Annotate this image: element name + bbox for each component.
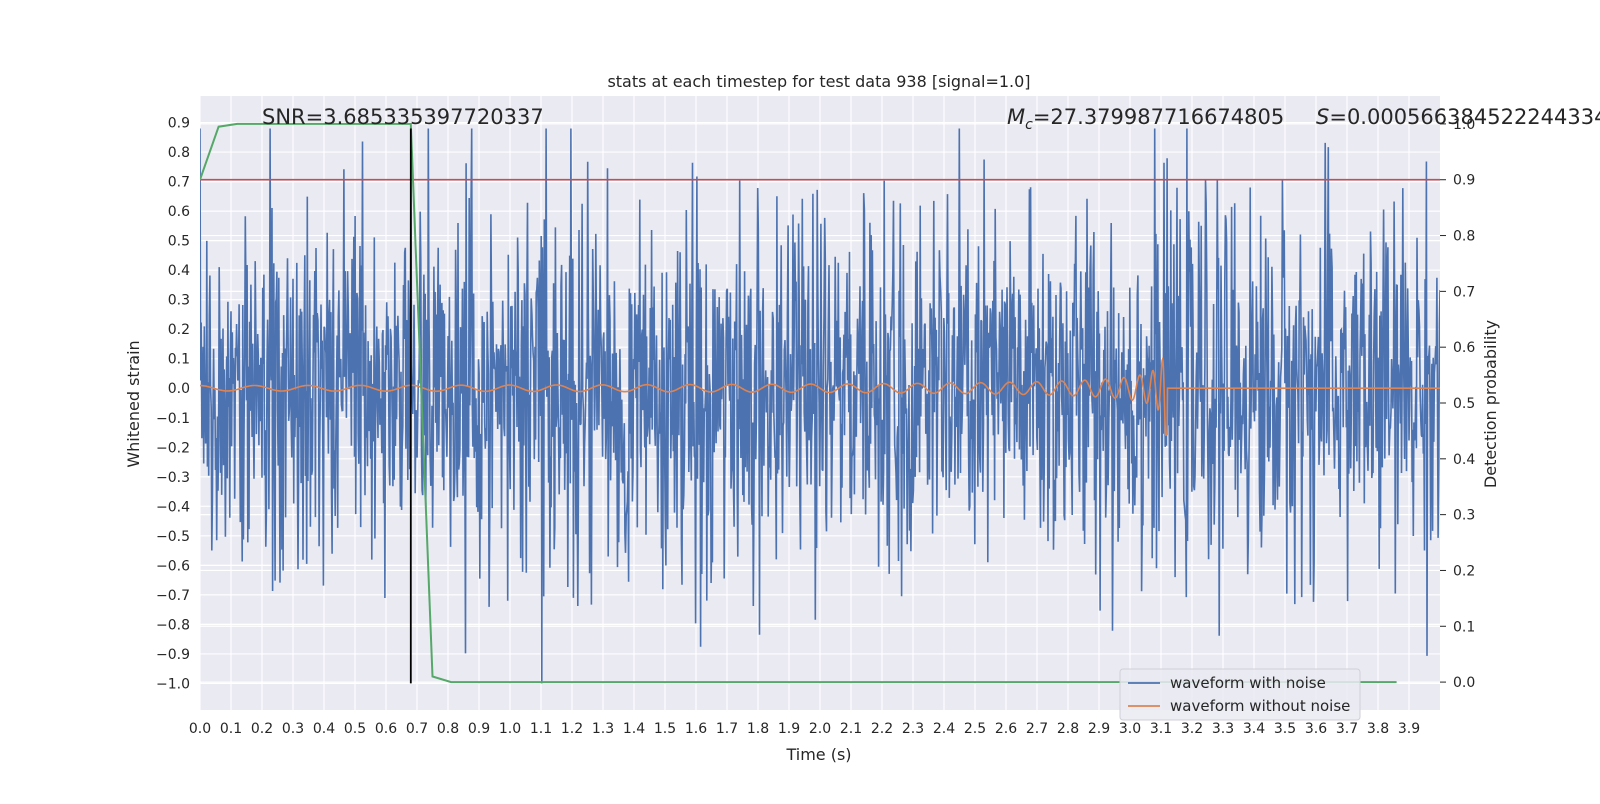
x-tick-label: 0.6 [375, 721, 397, 737]
x-tick-labels: 0.0 0.1 0.2 0.3 0.4 0.5 0.6 0.7 0.8 0.9 1.0 1.1 1.2 1… [189, 721, 1420, 737]
y-tick-label: −0.2 [156, 440, 190, 456]
y-tick-label: 0.5 [168, 234, 190, 250]
y-tick-label: −0.3 [156, 470, 190, 486]
x-tick-label: 2.4 [933, 721, 955, 737]
series-waveform-with-noise [200, 128, 1440, 684]
x-tick-label: 3.7 [1336, 721, 1358, 737]
y2-tick-label: 0.8 [1453, 229, 1475, 245]
x-tick-label: 0.7 [406, 721, 428, 737]
y2-axis-label: Detection probability [1481, 320, 1500, 488]
x-tick-label: 0.4 [313, 721, 335, 737]
legend-label-clean: waveform without noise [1170, 697, 1350, 715]
x-tick-label: 3.8 [1367, 721, 1389, 737]
x-tick-label: 2.8 [1057, 721, 1079, 737]
x-tick-label: 1.4 [623, 721, 645, 737]
s-value: =0.000566384522244334 [1329, 105, 1600, 129]
x-tick-label: 2.5 [964, 721, 986, 737]
x-tick-label: 0.5 [344, 721, 366, 737]
legend-box [1119, 668, 1361, 721]
y-tick-label: 0.4 [168, 263, 190, 279]
y-tick-label: −0.8 [156, 617, 190, 633]
y-tick-label: −0.6 [156, 558, 190, 574]
y-tick-label: 0.3 [168, 293, 190, 309]
snr-annotation: SNR=3.685335397720337 [262, 105, 544, 129]
x-tick-label: 3.3 [1212, 721, 1234, 737]
y2-tick-label: 0.3 [1453, 508, 1475, 524]
y-tick-label: −0.1 [156, 411, 190, 427]
mc-symbol: M [1007, 105, 1025, 129]
x-tick-label: 0.8 [437, 721, 459, 737]
y-tick-labels: 0.9 0.8 0.7 0.6 0.5 0.4 0.3 0.2 0.1 0.0 −0.1 −0.2 −0… [156, 116, 190, 693]
y-tick-label: 0.2 [168, 322, 190, 338]
x-tick-label: 1.6 [685, 721, 707, 737]
x-tick-label: 3.2 [1181, 721, 1203, 737]
x-tick-label: 0.0 [189, 721, 211, 737]
y-tick-label: 0.0 [168, 381, 190, 397]
x-tick-label: 3.6 [1305, 721, 1327, 737]
legend: waveform with noise waveform without noi… [1119, 668, 1361, 721]
x-tick-label: 1.0 [499, 721, 521, 737]
x-tick-label: 1.1 [530, 721, 552, 737]
x-tick-label: 1.8 [747, 721, 769, 737]
x-tick-label: 2.2 [871, 721, 893, 737]
x-tick-label: 1.5 [654, 721, 676, 737]
y2-tick-label: 0.2 [1453, 563, 1475, 579]
x-tick-label: 2.3 [902, 721, 924, 737]
y-tick-label: −0.4 [156, 499, 190, 515]
x-tick-label: 2.0 [809, 721, 831, 737]
y2-tick-label: 0.6 [1453, 340, 1475, 356]
x-tick-label: 0.1 [220, 721, 242, 737]
x-tick-label: 3.0 [1119, 721, 1141, 737]
x-tick-label: 0.2 [251, 721, 273, 737]
y-tick-label: −0.9 [156, 647, 190, 663]
y-tick-label: 0.6 [168, 204, 190, 220]
x-tick-label: 1.9 [778, 721, 800, 737]
y2-tick-labels: 1.0 0.9 0.8 0.7 0.6 0.5 0.4 0.3 0.2 0.1 0.0 [1440, 117, 1475, 691]
mc-value: =27.379987716674805 [1033, 105, 1284, 129]
x-tick-label: 2.9 [1088, 721, 1110, 737]
chart-title: stats at each timestep for test data 938… [607, 72, 1030, 91]
y2-tick-label: 1.0 [1453, 117, 1475, 133]
x-tick-label: 3.4 [1243, 721, 1265, 737]
x-tick-label: 2.1 [840, 721, 862, 737]
y2-tick-label: 0.5 [1453, 396, 1475, 412]
y-tick-label: −1.0 [156, 676, 190, 692]
y2-tick-label: 0.9 [1453, 173, 1475, 189]
x-tick-label: 1.2 [561, 721, 583, 737]
x-tick-label: 2.7 [1026, 721, 1048, 737]
y-tick-label: 0.1 [168, 352, 190, 368]
series-waveform-without-noise [200, 356, 1440, 436]
x-tick-label: 0.9 [468, 721, 490, 737]
y2-tick-label: 0.0 [1453, 675, 1475, 691]
y-tick-label: 0.7 [168, 175, 190, 191]
x-tick-label: 3.5 [1274, 721, 1296, 737]
legend-label-noise: waveform with noise [1170, 674, 1326, 692]
y2-tick-label: 0.7 [1453, 284, 1475, 300]
y-tick-label: 0.8 [168, 145, 190, 161]
x-tick-label: 0.3 [282, 721, 304, 737]
y-tick-label: −0.5 [156, 529, 190, 545]
x-axis-label: Time (s) [785, 745, 851, 764]
y2-tick-label: 0.4 [1453, 452, 1475, 468]
y-tick-label: −0.7 [156, 588, 190, 604]
s-symbol: S [1316, 105, 1329, 129]
mc-annotation: Mc=27.379987716674805 [1007, 105, 1284, 133]
y-axis-label: Whitened strain [124, 340, 143, 467]
y-tick-label: 0.9 [168, 116, 190, 132]
x-tick-label: 3.1 [1150, 721, 1172, 737]
y2-tick-label: 0.1 [1453, 619, 1475, 635]
x-tick-label: 3.9 [1398, 721, 1420, 737]
s-annotation: S=0.000566384522244334 [1316, 105, 1600, 129]
mc-subscript: c [1025, 117, 1033, 133]
x-tick-label: 1.3 [592, 721, 614, 737]
x-tick-label: 2.6 [995, 721, 1017, 737]
x-tick-label: 1.7 [716, 721, 738, 737]
